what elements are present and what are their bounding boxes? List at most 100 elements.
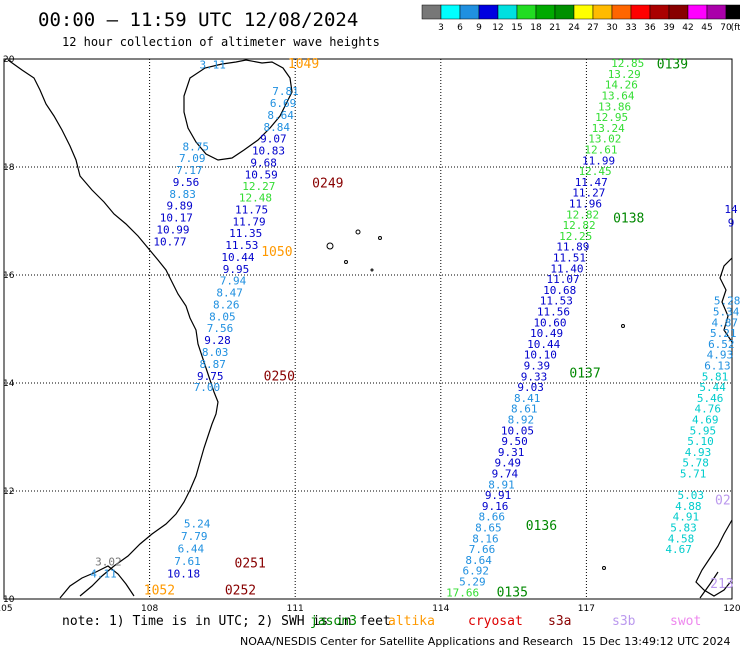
legend-label: 15 [511,23,522,33]
wave-height-label: 4.91 [673,511,700,524]
legend-swatch [668,4,689,20]
wave-height-label: 8.03 [202,346,229,359]
wave-height-label: 11.40 [550,262,583,275]
pass-id-label: 0138 [613,212,644,227]
lon-tick-label: 105 [0,604,13,614]
wave-height-label: 5.21 [710,327,737,340]
wave-height-label: 9.74 [492,468,519,481]
wave-height-label: 17.66 [446,586,479,599]
legend-label: 21 [549,23,560,33]
wave-height-label: 12.27 [242,180,275,193]
wave-height-label: 9.91 [485,489,512,502]
wave-height-label: 8.05 [209,310,236,323]
wave-height-label: 8.66 [479,511,506,524]
pass-id-label: 1052 [144,584,175,599]
paracel-islands [326,229,625,570]
wave-height-label: 14 [724,203,738,216]
footer-timestamp: 15 Dec 13:49:12 UTC 2024 [582,635,730,648]
wave-height-label: 5.46 [697,392,724,405]
wave-height-label: 11.27 [572,187,605,200]
lon-tick-label: 108 [141,604,158,614]
wave-height-label: 10.10 [524,349,557,362]
wave-height-label: 7.81 [272,85,299,98]
wave-height-label: 12.61 [584,144,617,157]
wave-height-label: 8.61 [511,403,538,416]
wave-height-label: 7.79 [181,530,208,543]
wave-height-label: 9.03 [517,381,544,394]
philippines-coast-south [695,519,733,597]
wave-height-label: 10.59 [245,168,278,181]
legend-label: 12 [492,23,503,33]
wave-height-label: 8.83 [169,188,196,201]
pass-id-label: 213 [710,577,733,592]
legend-swatch [516,4,537,20]
wave-height-label: 11.47 [575,176,608,189]
wave-height-label: 12.95 [595,111,628,124]
page-subtitle: 12 hour collection of altimeter wave hei… [62,35,380,49]
legend-label: 70 [720,23,732,33]
legend-label: 39 [663,23,675,33]
lon-tick-label: 114 [432,604,449,614]
wave-height-label: 11.75 [235,203,268,216]
pass-id-label: 0249 [312,177,343,192]
legend-label: 18 [530,23,542,33]
wave-height-label: 3.11 [199,59,226,72]
wave-height-label: 12.82 [566,208,599,221]
pass-id-label: 0251 [235,557,266,572]
footer-credit: NOAA/NESDIS Center for Satellite Applica… [240,635,573,648]
wave-height-label: 14.26 [605,79,638,92]
lon-tick-label: 120 [723,604,740,614]
satellite-name: cryosat [468,614,523,629]
wave-height-label: 11.53 [225,239,258,252]
wave-height-label: 9.16 [482,500,509,513]
wave-height-label: 6.52 [708,338,735,351]
legend-swatch [687,4,708,20]
wave-height-label: 9.39 [524,360,551,373]
wave-height-label: 7.00 [194,381,221,394]
wave-height-label: 5.44 [699,381,726,394]
wave-height-label: 11.99 [582,154,615,167]
legend-label: 6 [457,23,463,33]
legend-label: 27 [587,23,598,33]
wave-height-label: 9.50 [501,435,528,448]
pass-id-label: 0137 [569,367,600,382]
wave-height-label: 9.75 [197,370,224,383]
wave-height-label: 9.31 [498,446,525,459]
legend-swatch [592,4,613,20]
footer-note: note: 1) Time is in UTC; 2) SWH is in fe… [62,614,391,629]
hainan-island [183,59,293,161]
satellite-name: s3b [612,614,636,629]
wave-height-label: 12.45 [579,165,612,178]
legend-swatch [478,4,499,20]
satellite-name: swot [670,614,701,629]
mekong-delta [59,565,135,599]
wave-height-label: 10.49 [530,327,563,340]
wave-height-label: 6.92 [462,565,489,578]
wave-height-label: 5.78 [682,457,709,470]
wave-height-label: 11.56 [537,306,570,319]
legend-swatch [440,4,461,20]
wave-height-label: 8.47 [216,287,243,300]
lon-tick-label: 111 [287,604,304,614]
wave-height-label: 9.56 [173,176,200,189]
wave-height-label: 11.79 [233,215,266,228]
wave-height-label: 8.65 [475,522,502,535]
legend-swatch [497,4,518,20]
legend-swatch [611,4,632,20]
axis-labels: 105 108 111 114 117 120 20 18 16 14 12 10 [0,55,740,614]
wave-height-label: 7.61 [174,555,201,568]
wave-height-label: 10.99 [156,223,189,236]
legend-swatch [535,4,556,20]
wave-height-label: 11.07 [547,273,580,286]
wave-height-label: 12.82 [563,219,596,232]
wave-height-label: 10.60 [533,316,566,329]
satellite-name: altika [388,614,435,629]
satellite-name: jason3 [310,614,357,629]
wave-height-label: 9.89 [166,200,193,213]
legend-swatch [421,4,442,20]
satellite-name: s3a [548,614,571,629]
lat-tick-label: 12 [3,487,14,497]
wave-height-label: 11.53 [540,295,573,308]
